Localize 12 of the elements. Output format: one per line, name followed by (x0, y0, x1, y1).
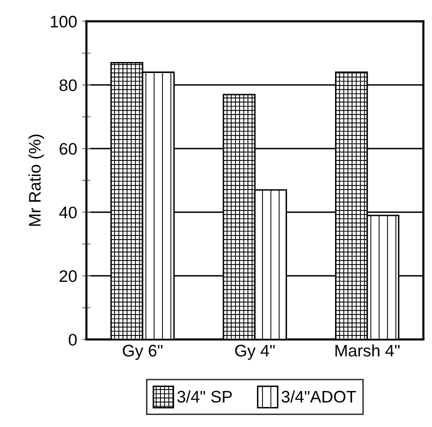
y-tick-label: 80 (60, 79, 77, 92)
x-tick-label: Gy 4" (235, 344, 275, 360)
y-tick-label: 60 (60, 142, 77, 155)
x-tick-label: Gy 6" (122, 344, 162, 360)
y-axis-title: Mr Ratio (%) (28, 134, 44, 226)
legend-label: 3/4"ADOT (282, 390, 356, 403)
y-tick-label: 100 (50, 16, 77, 28)
y-tick-label: 40 (59, 206, 77, 218)
y-tick-label: 20 (60, 270, 77, 282)
legend-label: 3/4" SP (177, 390, 232, 403)
x-tick-label: Marsh 4" (336, 344, 400, 357)
y-tick-label: 0 (68, 334, 77, 346)
